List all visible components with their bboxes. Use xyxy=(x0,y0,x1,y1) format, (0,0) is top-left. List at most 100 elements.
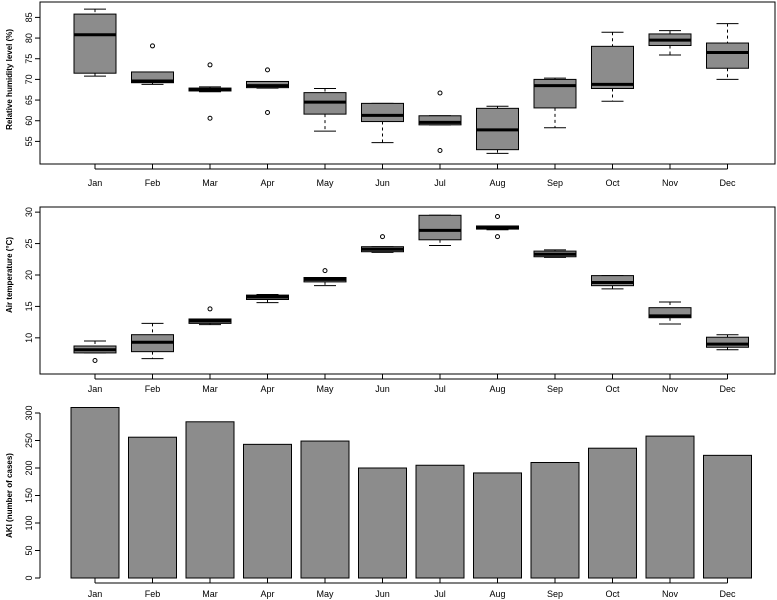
rh-box-dec xyxy=(706,23,749,80)
temp-outlier-point xyxy=(495,214,500,220)
aki-x-tick-label: Jan xyxy=(88,589,103,599)
rh-y-tick-label: 75 xyxy=(24,54,34,64)
temp-y-tick-label: 15 xyxy=(24,301,34,311)
temp-x-tick-label: Sep xyxy=(547,384,563,394)
temp-iqr-box xyxy=(706,336,749,348)
temp-outlier-point xyxy=(495,234,500,240)
rh-x-tick-label: Dec xyxy=(719,178,736,188)
aki-bar-nov xyxy=(645,435,695,579)
rh-x-tick-label: Apr xyxy=(260,178,274,188)
aki-y-tick-label: 250 xyxy=(24,433,34,448)
temp-outlier-point xyxy=(207,306,213,312)
temp-box-dec xyxy=(706,334,749,351)
rh-iqr-box xyxy=(591,45,634,89)
aki-y-tick-label: 200 xyxy=(24,460,34,475)
rh-outlier-point xyxy=(207,62,213,68)
rh-x-tick-label: Aug xyxy=(489,178,505,188)
temp-y-tick-label: 20 xyxy=(24,270,34,280)
rh-box-nov xyxy=(648,30,692,56)
aki-bar-feb xyxy=(128,436,177,579)
temp-box-may xyxy=(303,268,347,287)
temp-x-tick-label: May xyxy=(316,384,334,394)
aki-x-tick-label: Mar xyxy=(202,589,218,599)
aki-panel: 0 50 100 150 200 250 300 Jan Feb Mar Apr May Jun Jul A… xyxy=(5,405,752,599)
aki-x-tick-label: Aug xyxy=(489,589,505,599)
aki-y-tick-label: 150 xyxy=(24,488,34,503)
temp-x-tick-label: Jul xyxy=(434,384,446,394)
temp-y-tick-label: 25 xyxy=(24,239,34,249)
rh-box-feb xyxy=(131,43,174,85)
temp-y-tick-label: 10 xyxy=(24,333,34,343)
rh-iqr-box xyxy=(706,42,749,69)
temp-x-tick-label: Mar xyxy=(202,384,218,394)
aki-bar-aug xyxy=(473,472,522,579)
temp-box-jun xyxy=(361,234,404,253)
rh-x-tick-label: Feb xyxy=(145,178,161,188)
humidity-panel: 55 60 65 70 75 80 85 Jan Feb Mar Apr May Jun Jul Aug Se… xyxy=(5,1,776,188)
aki-x-tick-label: Jul xyxy=(434,589,446,599)
rh-x-tick-label: Jun xyxy=(375,178,390,188)
rh-iqr-box xyxy=(73,13,117,74)
temp-box-jan xyxy=(73,340,117,363)
rh-outlier-point xyxy=(265,67,270,73)
aki-x-tick-label: Apr xyxy=(260,589,274,599)
aki-x-tick-label: Oct xyxy=(605,589,620,599)
rh-x-tick-label: Oct xyxy=(605,178,620,188)
temp-x-tick-label: Aug xyxy=(489,384,505,394)
rh-box-oct xyxy=(591,31,634,102)
temp-box-apr xyxy=(246,293,289,304)
temp-outlier-point xyxy=(92,357,98,363)
aki-x-tick-label: Nov xyxy=(662,589,679,599)
rh-outlier-point xyxy=(437,147,443,153)
temp-box-jul xyxy=(418,214,462,246)
aki-x-tick-label: Sep xyxy=(547,589,563,599)
rh-x-tick-label: Nov xyxy=(662,178,679,188)
temp-y-tick-label: 30 xyxy=(24,207,34,217)
aki-bar-mar xyxy=(185,421,235,579)
aki-bar-jun xyxy=(358,467,407,579)
temp-box-oct xyxy=(591,275,634,290)
temp-x-tick-label: Nov xyxy=(662,384,679,394)
aki-bar-sep xyxy=(530,462,580,579)
temp-iqr-box xyxy=(648,307,692,319)
rh-box-jun xyxy=(361,102,404,144)
rh-box-jul xyxy=(418,90,462,153)
rh-box-apr xyxy=(246,67,289,115)
temp-box-mar xyxy=(188,306,232,326)
temp-box-aug xyxy=(476,214,519,240)
rh-x-tick-label: Sep xyxy=(547,178,563,188)
aki-y-tick-label: 0 xyxy=(24,575,34,580)
rh-y-tick-label: 60 xyxy=(24,116,34,126)
aki-x-tick-label: Dec xyxy=(719,589,736,599)
temp-x-tick-label: Dec xyxy=(719,384,736,394)
rh-box-may xyxy=(303,87,347,132)
temp-x-tick-label: Apr xyxy=(260,384,274,394)
aki-bar-may xyxy=(300,440,350,579)
rh-iqr-box xyxy=(361,102,404,123)
rh-y-tick-label: 85 xyxy=(24,12,34,22)
rh-outlier-point xyxy=(265,109,270,115)
rh-box-mar xyxy=(188,62,232,121)
rh-iqr-box xyxy=(418,115,462,126)
rh-outlier-point xyxy=(150,43,155,49)
temp-outlier-point xyxy=(322,268,328,274)
aki-y-axis-title: AKI (number of cases) xyxy=(5,453,14,538)
aki-y-tick-label: 50 xyxy=(24,545,34,555)
aki-bar-jul xyxy=(415,464,465,579)
temperature-panel: 10 15 20 25 30 Jan Feb Mar Apr May Jun Jul Aug Sep Oct… xyxy=(5,206,776,394)
rh-outlier-point xyxy=(437,90,443,96)
aki-bar-apr xyxy=(243,443,292,579)
rh-iqr-box xyxy=(131,71,174,84)
aki-bar-dec xyxy=(703,454,752,579)
temp-outlier-point xyxy=(380,234,385,240)
aki-x-tick-label: Jun xyxy=(375,589,390,599)
rh-x-tick-label: Mar xyxy=(202,178,218,188)
aki-bar-oct xyxy=(588,447,637,579)
aki-x-tick-label: Feb xyxy=(145,589,161,599)
temp-box-nov xyxy=(648,301,692,325)
temp-x-tick-label: Jan xyxy=(88,384,103,394)
rh-x-tick-label: May xyxy=(316,178,334,188)
aki-bar-jan xyxy=(70,407,120,579)
temp-iqr-box xyxy=(591,275,634,287)
